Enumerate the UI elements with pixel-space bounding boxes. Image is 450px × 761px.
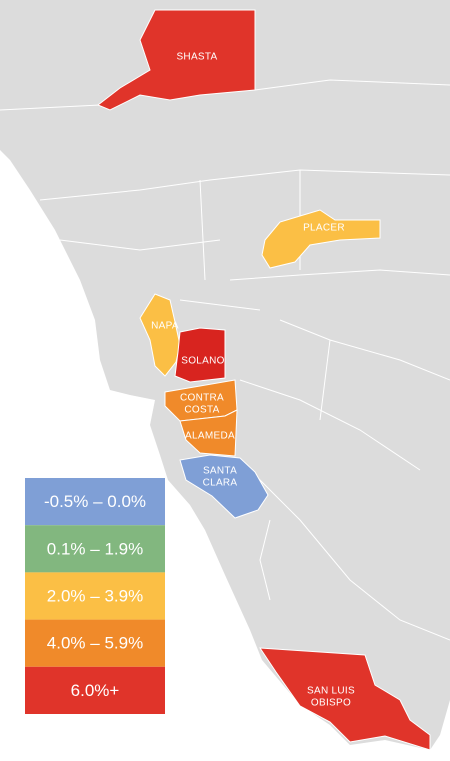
county-label: SAN LUIS bbox=[307, 686, 355, 697]
county-label: NAPA bbox=[151, 321, 179, 332]
county-label: SHASTA bbox=[176, 52, 217, 63]
county-label: PLACER bbox=[303, 223, 345, 234]
county-shape bbox=[259, 647, 431, 751]
county-shape bbox=[179, 409, 238, 457]
county-label: CONTRA bbox=[180, 393, 224, 404]
legend-swatch bbox=[25, 572, 165, 620]
county-label: ALAMEDA bbox=[185, 431, 235, 442]
county-shape bbox=[174, 327, 226, 383]
legend-label: 4.0% – 5.9% bbox=[47, 634, 143, 653]
legend-label: 2.0% – 3.9% bbox=[47, 586, 143, 605]
legend: -0.5% – 0.0% 0.1% – 1.9% 2.0% – 3.9% 4.0% –… bbox=[25, 478, 165, 714]
legend-label: 0.1% – 1.9% bbox=[47, 539, 143, 558]
county-shape bbox=[97, 9, 256, 111]
legend-swatch bbox=[25, 619, 165, 667]
county-label: CLARA bbox=[203, 478, 238, 489]
county-shape bbox=[179, 454, 269, 519]
county-label: OBISPO bbox=[311, 698, 351, 709]
county-label: SANTA bbox=[203, 466, 237, 477]
legend-label: 6.0%+ bbox=[71, 681, 120, 700]
county-label: COSTA bbox=[184, 405, 219, 416]
legend-swatch bbox=[25, 666, 165, 714]
legend-swatch bbox=[25, 478, 165, 526]
county-label: SOLANO bbox=[181, 356, 224, 367]
legend-swatch bbox=[25, 525, 165, 573]
county-shape bbox=[261, 209, 381, 269]
legend-label: -0.5% – 0.0% bbox=[44, 492, 146, 511]
